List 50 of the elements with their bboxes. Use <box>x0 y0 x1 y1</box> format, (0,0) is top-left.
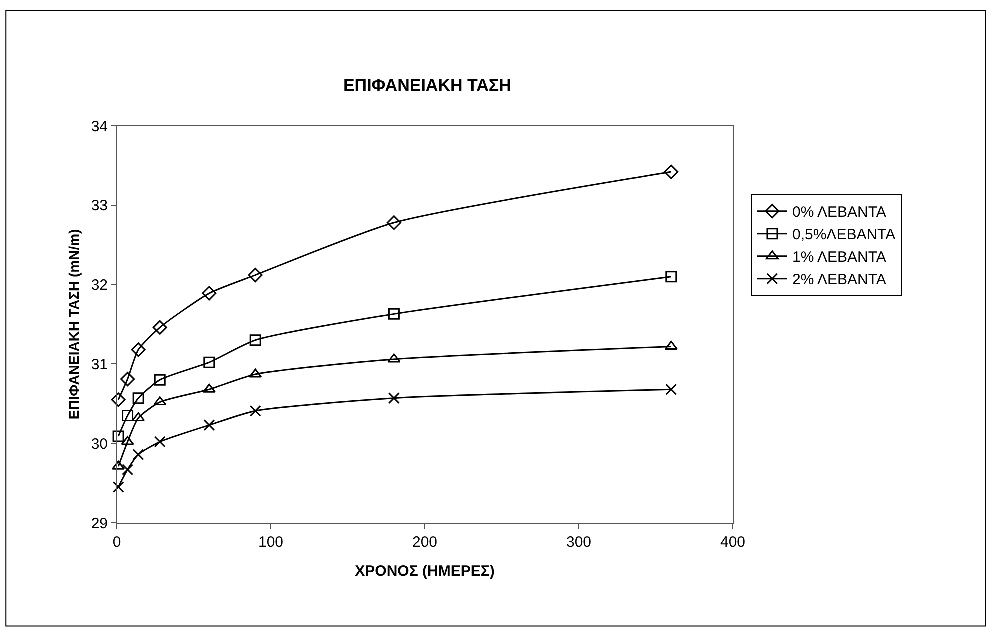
point <box>132 412 146 422</box>
point <box>388 392 400 404</box>
point <box>204 356 216 368</box>
y-tick-label: 34 <box>91 118 108 136</box>
point <box>111 392 126 408</box>
point <box>664 340 678 350</box>
x-tick-label: 0 <box>112 534 122 551</box>
point <box>666 271 678 283</box>
point <box>122 464 134 476</box>
y-tick-label: 31 <box>91 356 108 374</box>
y-tick-label: 33 <box>91 198 108 215</box>
point <box>132 392 144 404</box>
point <box>666 384 678 396</box>
point <box>204 420 216 432</box>
point <box>122 410 134 422</box>
point <box>388 308 400 320</box>
point <box>154 436 166 448</box>
point <box>154 374 166 386</box>
legend-label: 2% ΛΕΒΑΝΤΑ <box>792 272 886 289</box>
point <box>112 482 124 494</box>
x-tick-label: 200 <box>412 534 438 551</box>
point <box>249 368 262 378</box>
x-axis-title: ΧΡΟΝΟΣ (ΗΜΕΡΕΣ) <box>355 563 495 580</box>
chart-title: ΕΠΙΦΑΝΕΙΑΚΗ ΤΑΣΗ <box>343 76 512 96</box>
point <box>250 405 262 417</box>
legend-label: 1% ΛΕΒΑΝΤΑ <box>792 249 886 266</box>
point <box>388 354 401 363</box>
x-tick-label: 100 <box>258 534 284 551</box>
point <box>120 372 136 387</box>
point <box>202 384 216 393</box>
legend-label: 0% ΛΕΒΑΝΤΑ <box>792 204 886 222</box>
point <box>154 396 167 406</box>
point <box>112 430 124 442</box>
point <box>250 334 262 346</box>
y-tick-label: 32 <box>91 277 108 294</box>
y-tick-label: 30 <box>91 436 108 453</box>
point <box>152 320 168 335</box>
point <box>132 448 144 460</box>
point <box>202 286 217 301</box>
x-tick-label: 400 <box>720 534 746 551</box>
point <box>131 342 146 358</box>
point <box>386 216 402 230</box>
y-axis-title: ΕΠΙΦΑΝΕΙΑΚΗ ΤΑΣΗ (mN/m) <box>66 229 82 420</box>
y-tick-label: 29 <box>91 515 108 532</box>
x-tick-label: 300 <box>566 534 592 551</box>
point <box>121 436 134 446</box>
point <box>112 460 126 470</box>
point <box>664 164 679 180</box>
legend-label: 0,5%ΛΕΒΑΝΤΑ <box>792 226 896 244</box>
point <box>248 268 263 283</box>
